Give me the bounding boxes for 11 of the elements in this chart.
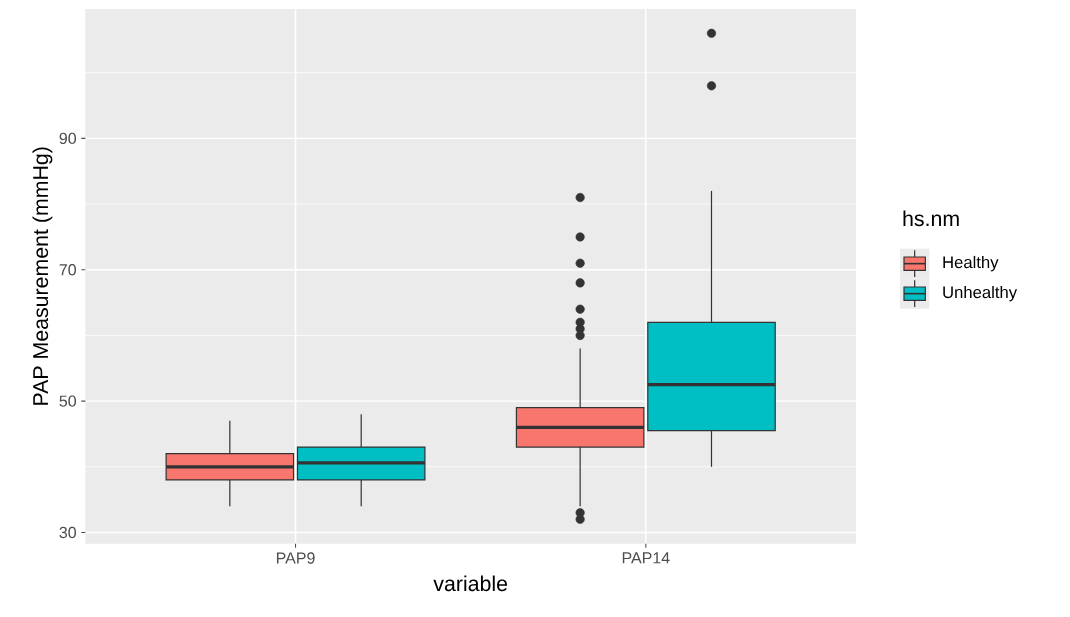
y-tick-label: 50 xyxy=(59,395,77,407)
y-axis-title: PAP Measurement (mmHg) xyxy=(32,147,53,405)
y-tick-label: 70 xyxy=(59,264,77,276)
y-tick-label: 30 xyxy=(59,526,77,539)
legend-label: Healthy xyxy=(943,255,999,272)
legend-title: hs.nm xyxy=(903,210,959,227)
x-tick-label: PAP9 xyxy=(276,552,315,564)
x-tick-label: PAP14 xyxy=(622,552,670,564)
x-axis-title: variable xyxy=(433,575,508,592)
y-tick-label: 90 xyxy=(59,132,77,145)
legend-label: Unhealthy xyxy=(943,285,1018,302)
